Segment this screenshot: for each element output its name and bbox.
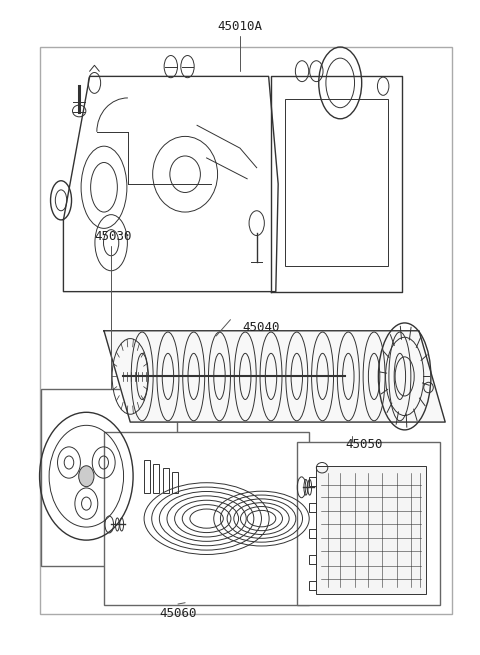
Text: 45010A: 45010A	[217, 20, 263, 33]
Bar	[316, 466, 426, 593]
Ellipse shape	[79, 466, 94, 487]
Bar	[285, 99, 388, 265]
Polygon shape	[104, 331, 445, 422]
Bar	[144, 460, 150, 493]
Bar	[309, 581, 316, 590]
Polygon shape	[271, 77, 402, 291]
Bar	[309, 529, 316, 538]
Bar	[309, 503, 316, 512]
Bar	[309, 477, 316, 486]
Bar	[39, 47, 452, 614]
Bar	[163, 468, 169, 493]
Bar	[172, 472, 179, 493]
Text: 45050: 45050	[345, 438, 383, 451]
Bar	[104, 432, 309, 605]
Bar	[297, 441, 441, 605]
Text: 45060: 45060	[159, 607, 197, 620]
Text: 45040: 45040	[243, 321, 280, 334]
Text: 45030: 45030	[95, 230, 132, 243]
Polygon shape	[63, 77, 278, 291]
Bar	[153, 464, 159, 493]
Bar	[40, 390, 177, 565]
Bar	[309, 555, 316, 564]
